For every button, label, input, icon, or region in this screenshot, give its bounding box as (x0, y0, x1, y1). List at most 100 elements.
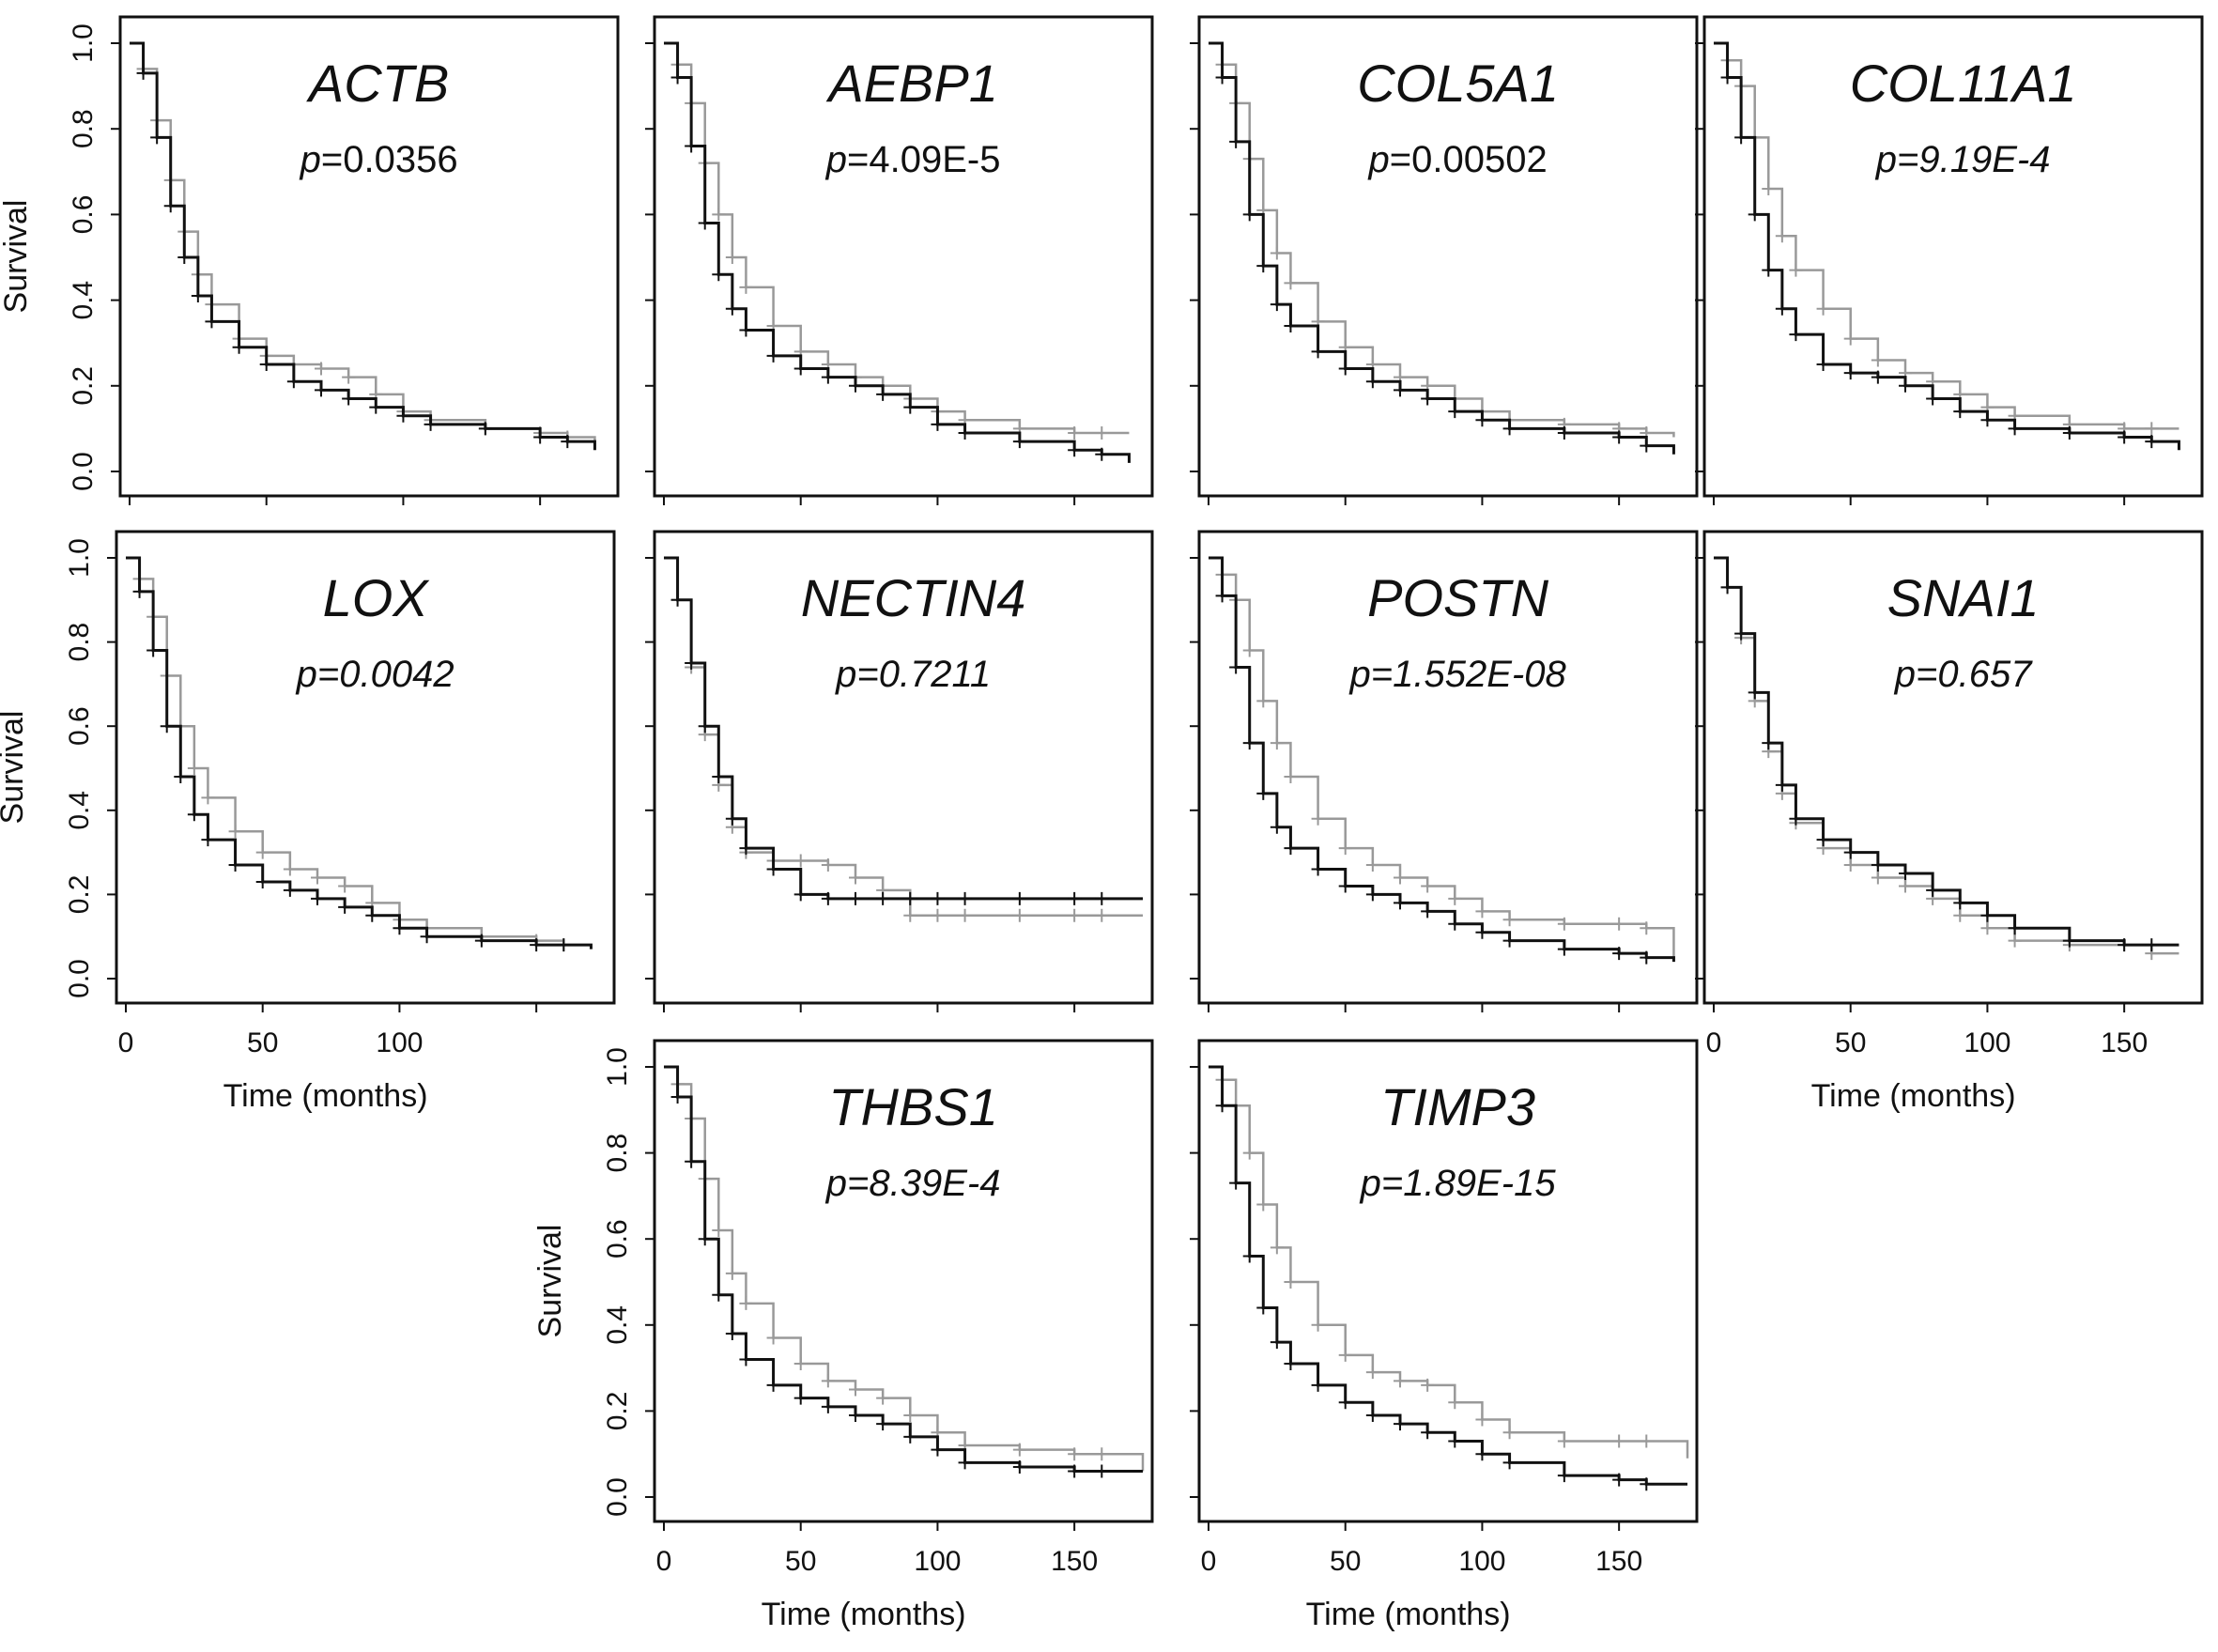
censor-mark (766, 862, 780, 876)
censor-mark (1284, 318, 1298, 332)
censor-mark (1612, 1434, 1626, 1448)
censor-mark (1095, 891, 1109, 905)
censor-mark (369, 400, 383, 414)
censor-mark (365, 908, 379, 922)
p-symbol: p (1360, 1163, 1381, 1204)
censor-mark (725, 811, 739, 826)
y-tick-label: 0.0 (68, 452, 99, 491)
censor-mark (876, 1417, 890, 1431)
p-symbol: p (1348, 654, 1370, 695)
censor-mark (1953, 896, 1967, 910)
x-axis-label: Time (months) (223, 1078, 428, 1114)
censor-mark (1338, 1348, 1352, 1362)
censor-mark (1557, 1434, 1571, 1448)
censor-mark (1242, 1249, 1256, 1263)
gene-title: NECTIN4 (801, 568, 1026, 627)
censor-mark (396, 409, 410, 423)
censor-mark (1502, 1426, 1517, 1440)
p-number: =9.19E-4 (1897, 139, 2050, 180)
censor-mark (1242, 208, 1256, 222)
censor-mark (1068, 1447, 1082, 1461)
p-symbol: p (825, 139, 847, 180)
censor-mark (393, 921, 407, 935)
x-tick-label: 100 (1964, 1027, 2010, 1058)
p-value-label: p=8.39E-4 (825, 1163, 1001, 1204)
censor-mark (849, 1382, 862, 1397)
censor-mark (201, 791, 215, 805)
x-tick-label: 0 (1201, 1546, 1217, 1577)
censor-mark (1095, 447, 1109, 461)
x-axis-label: Time (months) (762, 1597, 966, 1632)
censor-mark (1270, 298, 1284, 312)
y-tick-label: 0.2 (68, 366, 99, 406)
censor-mark (255, 874, 270, 888)
censor-mark (1284, 841, 1298, 856)
censor-mark (725, 251, 739, 264)
censor-mark (1068, 908, 1082, 922)
censor-mark (1871, 370, 1885, 384)
y-tick-label: 0.8 (64, 623, 95, 662)
censor-mark (205, 315, 219, 329)
censor-mark (174, 769, 188, 783)
x-tick-label: 100 (376, 1027, 423, 1058)
censor-mark (712, 268, 726, 282)
censor-mark (1365, 858, 1379, 872)
censor-mark (1256, 694, 1271, 708)
panels-layer: 0.00.20.40.60.81.0SurvivalACTBp=0.0356AE… (0, 15, 2204, 1632)
censor-mark (132, 584, 146, 598)
x-tick-label: 100 (914, 1546, 961, 1577)
panel-timp3: 0 50 100 150 Time (months) TIMP3 p=1.89E-15 (1190, 1039, 1699, 1632)
censor-mark (1068, 1464, 1082, 1478)
censor-mark (1789, 263, 1803, 277)
p-value-label: p=0.7211 (835, 654, 991, 695)
censor-mark (685, 1154, 699, 1168)
censor-mark (1775, 778, 1789, 792)
censor-mark (1612, 947, 1626, 961)
censor-mark (533, 430, 547, 444)
censor-mark (150, 131, 164, 145)
gene-title: THBS1 (828, 1077, 998, 1136)
y-tick-label: 0.0 (602, 1477, 633, 1517)
censor-mark (698, 216, 712, 230)
censor-mark (1843, 366, 1857, 380)
censor-mark (1365, 1366, 1379, 1380)
censor-mark (739, 841, 753, 856)
censor-mark (793, 1357, 808, 1371)
censor-mark (177, 251, 192, 264)
censor-mark (712, 1288, 726, 1302)
censor-mark (903, 400, 917, 414)
p-value-label: p=0.0042 (296, 654, 454, 695)
censor-mark (821, 370, 835, 384)
censor-mark (903, 908, 917, 922)
p-symbol: p (835, 654, 856, 695)
censor-mark (1843, 858, 1857, 872)
censor-mark (1640, 950, 1654, 965)
censor-mark (1448, 1434, 1462, 1448)
censor-mark (1338, 841, 1352, 856)
censor-mark (1748, 208, 1762, 222)
censor-mark (739, 1352, 753, 1366)
p-number: =8.39E-4 (847, 1163, 1000, 1204)
censor-mark (1270, 820, 1284, 834)
censor-mark (1394, 871, 1407, 885)
censor-mark (286, 375, 300, 389)
censor-mark (958, 891, 972, 905)
y-axis-label: Survival (532, 1225, 568, 1338)
censor-mark (903, 1408, 917, 1422)
censor-mark (1475, 1447, 1489, 1461)
censor-mark (1980, 413, 1995, 427)
censor-mark (1448, 405, 1462, 419)
censor-mark (1502, 934, 1517, 948)
p-number: =4.09E-5 (847, 139, 1000, 180)
p-value-label: p=1.552E-08 (1348, 654, 1566, 695)
censor-mark (1734, 131, 1748, 145)
censor-mark (849, 871, 862, 885)
censor-mark (725, 1266, 739, 1280)
censor-mark (1612, 917, 1626, 931)
censor-mark (187, 762, 201, 775)
censor-mark (1311, 1378, 1325, 1392)
censor-mark (1311, 862, 1325, 876)
censor-mark (1775, 229, 1789, 243)
censor-mark (1338, 1396, 1352, 1410)
